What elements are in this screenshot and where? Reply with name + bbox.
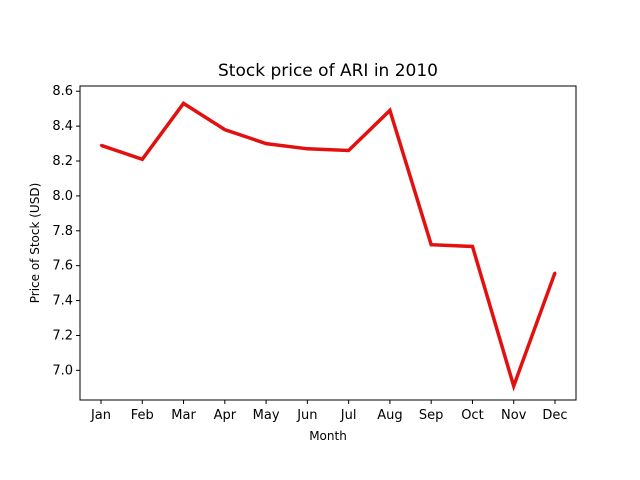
x-tick-label: Sep <box>419 408 444 423</box>
plot-area <box>79 85 577 401</box>
x-tick-label: Nov <box>501 408 527 423</box>
series-layer <box>99 101 557 392</box>
data-point <box>388 109 392 112</box>
x-tick-label: Apr <box>214 408 237 423</box>
x-tick-label: Feb <box>131 408 154 423</box>
y-tick-label: 7.2 <box>52 328 73 343</box>
data-point <box>264 142 268 145</box>
x-tick-label: Jan <box>90 408 111 423</box>
data-point <box>182 102 185 105</box>
y-tick-label: 8.2 <box>52 154 73 169</box>
data-point <box>471 245 474 248</box>
y-tick-label: 7.0 <box>52 363 73 378</box>
x-axis-label: Month <box>309 429 347 443</box>
chart-title: Stock price of ARI in 2010 <box>218 61 438 81</box>
x-axis: Jan Feb Mar Apr May Jun Jul Aug Sep Oct Nov Dec <box>90 400 568 423</box>
y-tick-label: 8.6 <box>52 84 73 99</box>
data-point <box>306 147 309 150</box>
data-point <box>429 243 433 246</box>
y-tick-label: 7.8 <box>52 224 73 239</box>
data-point <box>99 144 103 147</box>
data-point <box>141 158 144 161</box>
x-tick-label: Dec <box>542 408 567 423</box>
data-point <box>512 384 515 388</box>
series-line <box>100 101 557 392</box>
x-tick-label: Mar <box>171 408 196 423</box>
data-point <box>347 149 350 152</box>
y-tick-label: 8.0 <box>52 189 73 204</box>
x-tick-label: Jun <box>296 408 317 423</box>
data-point <box>223 128 227 131</box>
x-tick-label: May <box>253 408 280 423</box>
y-tick-label: 7.6 <box>52 259 73 274</box>
data-point <box>553 271 557 274</box>
x-tick-label: Oct <box>461 408 483 423</box>
x-tick-label: Jul <box>340 408 357 423</box>
y-axis-label: Price of Stock (USD) <box>28 183 42 304</box>
x-tick-label: Aug <box>377 408 402 423</box>
y-tick-label: 7.4 <box>52 294 73 309</box>
y-tick-label: 8.4 <box>52 119 73 134</box>
y-axis: 7.0 7.2 7.4 7.6 7.8 8.0 8.2 8.4 8.6 <box>52 84 80 378</box>
